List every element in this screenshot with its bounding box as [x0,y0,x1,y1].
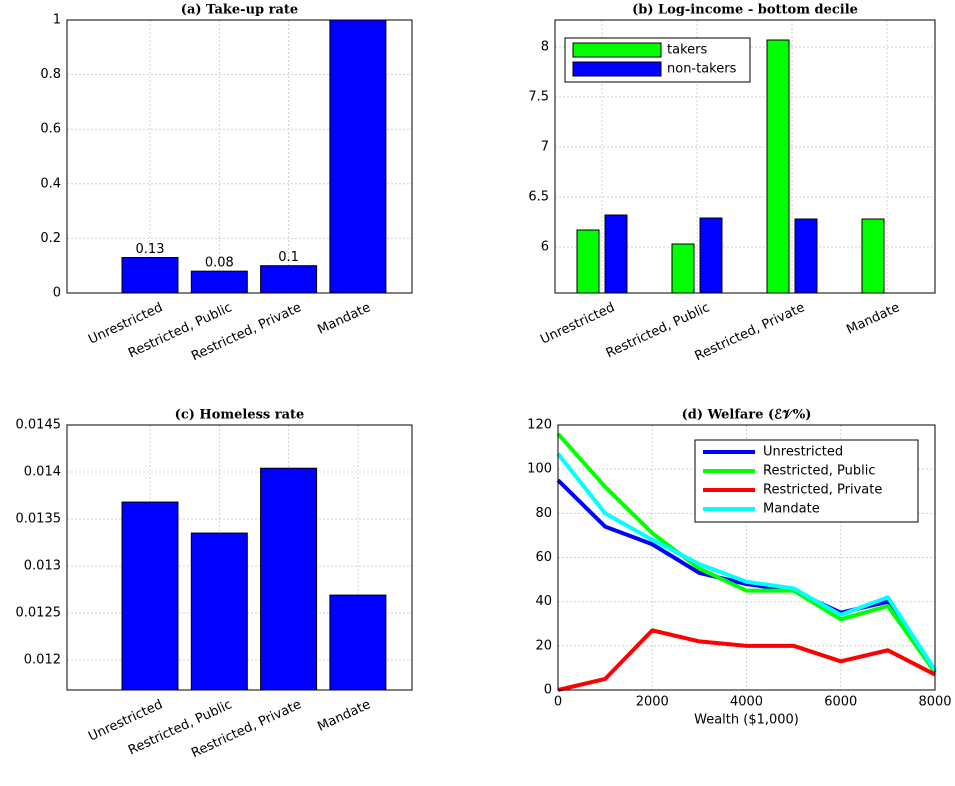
chart-title: (d) Welfare (ℰ𝒱%) [682,408,812,423]
y-tick-label: 100 [527,462,552,477]
line-series [557,628,936,692]
data-label: 0.1 [278,250,299,265]
bar [190,270,248,294]
x-axis-label: Wealth ($1,000) [694,713,799,728]
y-tick-label: 0.014 [24,464,61,479]
y-tick-label: 0 [53,286,61,301]
bar [699,217,723,294]
legend-label: Mandate [763,502,820,517]
axes-frame [557,424,936,691]
legend-label: non-takers [667,62,737,77]
data-label: 0.13 [136,242,165,257]
x-tick-label: 2000 [636,695,669,710]
bar [671,243,695,294]
y-tick-label: 0.0135 [16,511,62,526]
x-tick-label: Mandate [315,300,373,338]
line-series [556,452,937,672]
x-tick-label: 6000 [824,695,857,710]
data-label: 0.08 [205,256,234,271]
bar [190,532,248,691]
y-tick-label: 60 [535,550,552,565]
bar [260,467,318,691]
bar [329,594,387,691]
y-tick-label: 7 [541,140,549,155]
bar [260,265,318,294]
legend-label: Unrestricted [763,445,843,460]
bar [121,257,179,294]
chart-title: (c) Homeless rate [175,408,305,423]
x-tick-label: Mandate [844,300,902,338]
y-tick-label: 8 [541,40,549,55]
y-tick-label: 120 [527,418,552,433]
chart-title: (b) Log-income - bottom decile [632,3,858,18]
legend-label: Restricted, Private [763,483,882,498]
y-tick-label: 0.013 [24,558,61,573]
legend-label: takers [667,43,707,58]
bar [329,19,387,294]
line-series [556,432,937,674]
y-tick-label: 80 [535,506,552,521]
bar [121,501,179,691]
y-tick-label: 40 [535,594,552,609]
axes-frame [554,19,936,294]
bar [861,218,885,294]
x-tick-label: Mandate [315,697,373,735]
bar [604,214,628,294]
y-tick-label: 6 [541,240,549,255]
bar [576,229,600,294]
legend-swatch [572,61,662,77]
bar [766,39,790,294]
y-tick-label: 0.0125 [16,605,62,620]
y-tick-label: 0.4 [40,176,61,191]
legend-swatch [572,42,662,58]
y-tick-label: 0.012 [24,652,61,667]
y-tick-label: 7.5 [528,90,549,105]
y-tick-label: 0.8 [40,67,61,82]
axes-frame [66,424,413,691]
chart-title: (a) Take-up rate [181,3,298,18]
y-tick-label: 0.6 [40,122,61,137]
x-tick-label: 4000 [730,695,763,710]
x-tick-label: 0 [554,695,562,710]
y-tick-label: 1 [53,13,61,28]
y-tick-label: 0.0145 [16,418,62,433]
y-tick-label: 20 [535,638,552,653]
y-tick-label: 0.2 [40,231,61,246]
y-tick-label: 6.5 [528,190,549,205]
x-tick-label: 8000 [918,695,951,710]
x-tick-label: Unrestricted [538,300,617,347]
bar [794,218,818,294]
line-series [556,478,937,674]
legend-label: Restricted, Public [763,464,876,479]
axes-frame [66,19,413,294]
y-tick-label: 0 [544,683,552,698]
